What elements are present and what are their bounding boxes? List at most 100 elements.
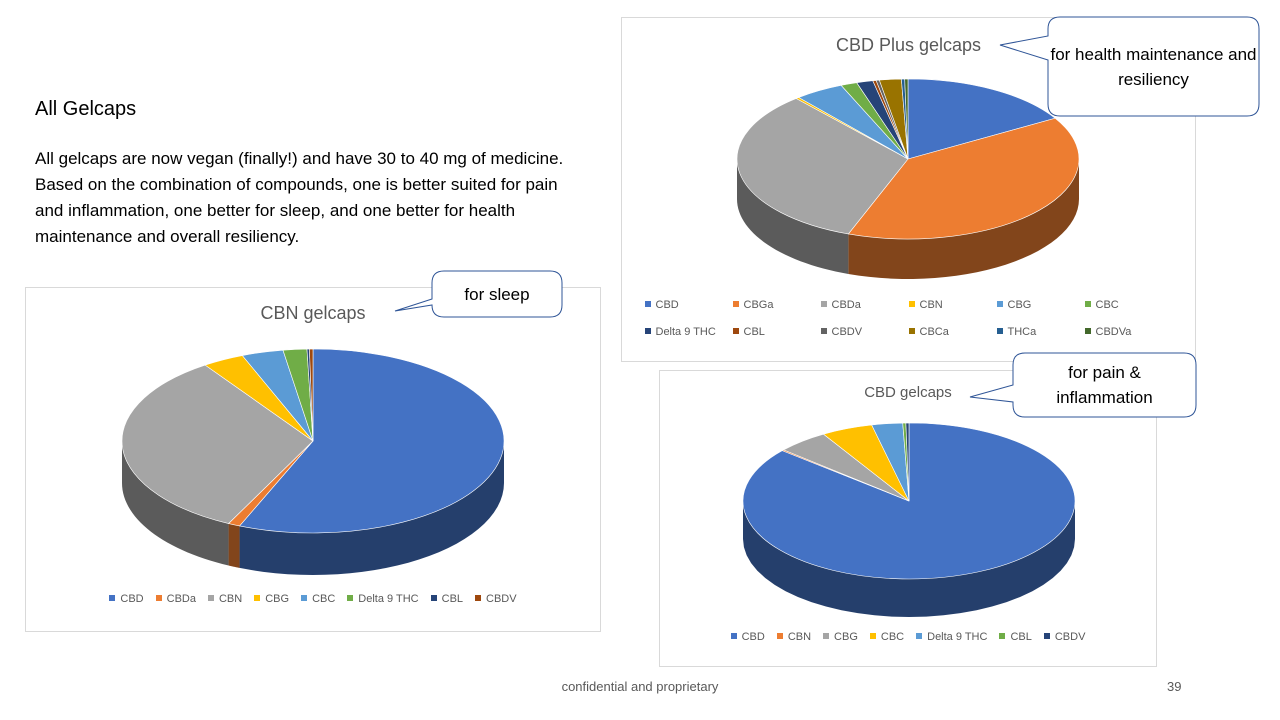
legend-swatch [908,328,915,334]
cbn-gelcaps-chart: CBN gelcaps CBD CBDa CBN CBG CBC Delta 9 THC C… [25,287,601,632]
legend-item: CBL [999,631,1032,643]
legend-label: CBC [880,631,905,643]
legend-swatch [475,595,482,601]
pie-slice-cbdva[interactable] [904,78,909,160]
legend-swatch [301,595,308,601]
legend-label: THCa [1007,326,1037,338]
legend-swatch [908,301,915,307]
legend-item: CBN [776,631,812,643]
legend-swatch [823,633,830,639]
legend-item: CBG [254,593,289,605]
legend-label: CBCa [919,326,949,338]
legend-swatch [207,595,214,601]
legend-label: CBD [741,631,765,643]
legend-label: CBN [919,299,943,311]
legend-item: Delta 9 THC [347,593,419,605]
legend-swatch [347,595,354,601]
legend-item: THCa [996,326,1085,338]
slide-paragraph: All gelcaps are now vegan (finally!) and… [35,149,564,246]
legend: CBD CBDa CBN CBG CBC Delta 9 THC CBL CBDV [26,593,600,605]
legend-swatch [644,301,651,307]
pie-slice-cbga[interactable] [847,117,1080,240]
pie-side-cbd [743,501,1075,617]
legend-label: Delta 9 THC [358,593,419,605]
legend-swatch [996,328,1003,334]
legend-label: CBL [743,326,765,338]
legend-label: Delta 9 THC [927,631,988,643]
chart-title: CBD gelcaps [864,384,952,401]
legend-swatch [1084,328,1091,334]
chart-title: CBD Plus gelcaps [835,35,982,55]
legend-swatch [254,595,261,601]
footer-text: confidential and proprietary [561,679,719,694]
legend-item: CBDa [155,593,196,605]
legend-swatch [916,633,923,639]
pie-slice-cbn[interactable] [121,364,314,524]
callout-plus: for health maintenance and resiliency [1050,44,1257,89]
legend-label: Delta 9 THC [655,326,716,338]
cbd-gelcaps-chart: CBD gelcaps CBD CBN CBG CBC Delta 9 THC CBL CB… [659,370,1157,667]
legend-item: CBC [301,593,335,605]
callout-cbn-shape [394,270,563,318]
callout-plus-shape [999,16,1260,117]
callout-cbd: for pain & inflammation [1056,363,1153,407]
legend-item: CBC [1084,299,1173,311]
legend-swatch [999,633,1006,639]
pie-plot [742,422,1076,617]
legend-label: CBG [834,631,858,643]
legend-label: CBDV [486,593,517,605]
pie-slice-cbd[interactable] [907,78,1056,160]
legend-swatch [730,633,737,639]
legend-label: CBD [120,593,144,605]
legend: Delta 9 THC CBL CBDV CBCa THCa CBDVa [622,326,1195,338]
pie-slice-cbda[interactable] [736,98,909,235]
legend-label: CBDa [166,593,196,605]
pie-side-cbda [228,523,240,568]
legend-item: CBL [732,326,821,338]
pie-slice-cbdv[interactable] [905,422,910,502]
legend-swatch [1043,633,1050,639]
callout-cbd-shape [969,352,1197,418]
legend-label: CBN [787,631,812,643]
legend-item: CBG [823,631,858,643]
pie-plot [736,78,1080,279]
legend-label: CBDa [831,299,861,311]
legend-label: CBL [1010,631,1032,643]
pie-slice-cbd[interactable] [238,348,505,534]
legend-item: CBDV [820,326,909,338]
legend-item: CBDV [475,593,517,605]
legend-swatch [776,633,783,639]
pie-plot [121,348,505,575]
pie-slice-cbdv[interactable] [309,348,314,442]
legend-swatch [996,301,1003,307]
legend-item: CBN [207,593,242,605]
legend-item: CBD [109,593,144,605]
legend-swatch [644,328,651,334]
legend-item: Delta 9 THC [644,326,733,338]
legend-label: CBDV [1054,631,1086,643]
legend-swatch [820,301,827,307]
legend-item: CBC [869,631,905,643]
legend-item: Delta 9 THC [916,631,987,643]
legend-label: CBDV [831,326,863,338]
slide-heading: All Gelcaps [35,98,137,120]
legend-item: CBCa [908,326,997,338]
legend-swatch [109,595,116,601]
legend-label: CBL [441,593,464,605]
legend-item: CBDa [820,299,909,311]
pie-side-cbga [848,159,1079,279]
legend-label: CBGa [743,299,774,311]
legend-swatch [155,595,162,601]
callout-cbn: for sleep [464,284,530,304]
legend-label: CBC [312,593,336,605]
page-number: 39 [1167,679,1182,694]
legend-item: CBDV [1043,631,1086,643]
legend-item: CBGa [732,299,821,311]
pie-side-cbn [122,441,229,566]
legend-swatch [430,595,437,601]
legend-swatch [732,328,739,334]
legend-item: CBDVa [1084,326,1173,338]
pie-side-cbda [737,159,849,274]
legend-label: CBDVa [1095,326,1132,338]
